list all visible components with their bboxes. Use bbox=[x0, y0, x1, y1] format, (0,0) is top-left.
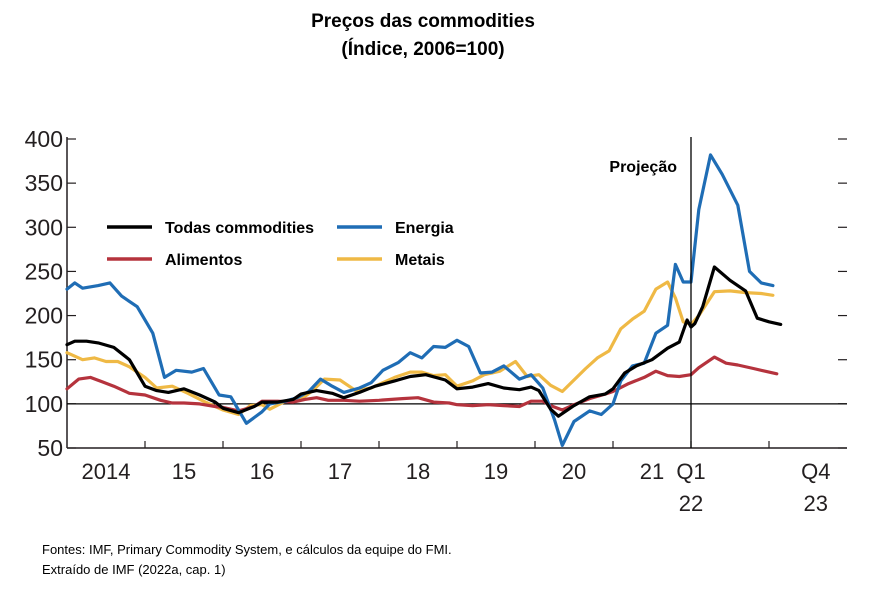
source-reference: Extraído de IMF (2022a, cap. 1) bbox=[42, 562, 226, 577]
projection-marker: Projeção bbox=[609, 137, 692, 448]
series-line-energia bbox=[65, 153, 775, 447]
projection-label: Projeção bbox=[609, 159, 677, 176]
legend-label-todas-commodities: Todas commodities bbox=[165, 220, 314, 237]
y-tick-label: 100 bbox=[25, 391, 63, 417]
y-tick-label: 50 bbox=[37, 435, 63, 461]
y-tick-label: 350 bbox=[25, 170, 63, 196]
x-tick-label: Q1 bbox=[676, 459, 705, 484]
y-tick-label: 200 bbox=[25, 303, 63, 329]
y-tick-label: 300 bbox=[25, 214, 63, 240]
x-tick-label: 22 bbox=[679, 491, 703, 516]
y-tick-label: 400 bbox=[25, 126, 63, 152]
chart-subtitle: (Índice, 2006=100) bbox=[341, 39, 505, 60]
y-tick-label: 250 bbox=[25, 258, 63, 284]
x-tick-label: Q4 bbox=[801, 459, 830, 484]
x-tick-label: 15 bbox=[172, 459, 196, 484]
x-tick-label: 17 bbox=[328, 459, 352, 484]
source-note: Fontes: IMF, Primary Commodity System, e… bbox=[42, 542, 452, 557]
legend-label-alimentos: Alimentos bbox=[165, 252, 242, 269]
chart-title: Preços das commodities bbox=[311, 11, 535, 32]
x-tick-label: 20 bbox=[562, 459, 586, 484]
legend-label-energia: Energia bbox=[395, 220, 454, 237]
series-line-alimentos bbox=[65, 355, 779, 413]
x-tick-label: 16 bbox=[250, 459, 274, 484]
x-tick-label: 19 bbox=[484, 459, 508, 484]
chart-series-lines bbox=[65, 153, 783, 447]
x-tick-label: 2014 bbox=[82, 459, 131, 484]
x-tick-label: 18 bbox=[406, 459, 430, 484]
chart-axes: 50 100 150 200 250 300 350 400 2014 15 16 17 18 19 20 2… bbox=[25, 126, 847, 516]
legend-label-metais: Metais bbox=[395, 252, 445, 269]
x-tick-label: 21 bbox=[640, 459, 664, 484]
chart-legend: Todas commodities Energia Alimentos Metais bbox=[107, 220, 454, 269]
y-tick-label: 150 bbox=[25, 347, 63, 373]
series-line-todas-commodities bbox=[65, 265, 783, 418]
x-tick-label: 23 bbox=[804, 491, 828, 516]
